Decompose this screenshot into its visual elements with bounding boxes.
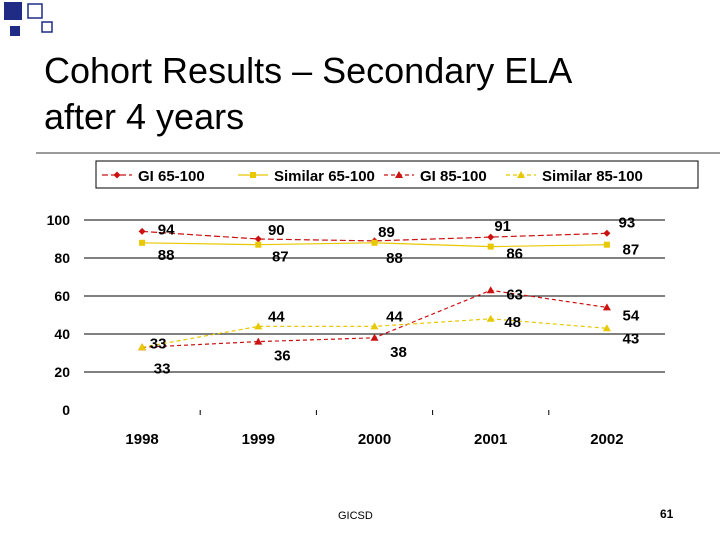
data-point [371,239,378,246]
data-label: 48 [504,314,521,331]
data-point [138,227,146,235]
data-label: 36 [274,348,291,365]
data-label: 89 [378,224,395,241]
data-point [603,229,611,237]
data-point [138,343,147,351]
x-tick-label: 2000 [358,431,391,448]
data-point [255,241,262,248]
data-point [603,241,610,248]
y-tick-label: 20 [54,364,70,380]
data-point [602,303,611,311]
data-label: 54 [623,307,640,324]
legend-label: Similar 65-100 [274,168,375,185]
data-point [486,286,495,294]
x-tick-label: 2001 [474,431,507,448]
data-label: 63 [506,286,523,303]
data-point [487,233,495,241]
data-point [487,243,494,250]
data-label: 33 [150,335,167,352]
data-point [254,322,263,330]
y-tick-label: 80 [54,250,70,266]
data-label: 93 [619,214,636,231]
legend-swatch-marker [395,171,403,178]
y-tick-label: 100 [47,212,71,228]
data-label: 94 [158,221,175,238]
page-number: 61 [660,507,674,521]
data-label: 43 [623,330,640,347]
x-tick-label: 2002 [590,431,623,448]
title-divider [36,152,720,154]
legend-swatch-marker [113,171,121,179]
legend-label: Similar 85-100 [542,168,643,185]
legend-swatch-marker [250,172,256,178]
corner-decoration [4,2,53,36]
footer-text: GICSD [338,510,373,522]
data-point [139,239,146,246]
data-label: 33 [154,360,171,377]
data-label: 88 [386,250,403,267]
data-label: 44 [386,308,403,325]
slide-title: Cohort Results – Secondary ELA after 4 y… [44,50,573,137]
data-point [254,235,262,243]
data-label: 91 [494,218,511,235]
data-label: 38 [390,344,407,361]
data-label: 90 [268,222,285,239]
x-tick-label: 1999 [242,431,275,448]
data-label: 88 [158,247,175,264]
data-point [370,322,379,330]
y-tick-label: 60 [54,288,70,304]
data-label: 44 [268,308,285,325]
data-label: 87 [623,242,640,259]
legend-swatch-marker [517,171,525,178]
data-label: 86 [506,246,523,263]
data-point [486,314,495,322]
series-line [142,230,607,242]
data-point [370,333,379,341]
data-point [602,324,611,332]
legend-label: GI 85-100 [420,168,487,185]
data-label: 87 [272,249,289,266]
y-tick-label: 40 [54,326,70,342]
x-tick-label: 1998 [125,431,158,448]
data-point [254,337,263,345]
legend-label: GI 65-100 [138,168,205,185]
y-tick-label: 0 [62,402,70,418]
